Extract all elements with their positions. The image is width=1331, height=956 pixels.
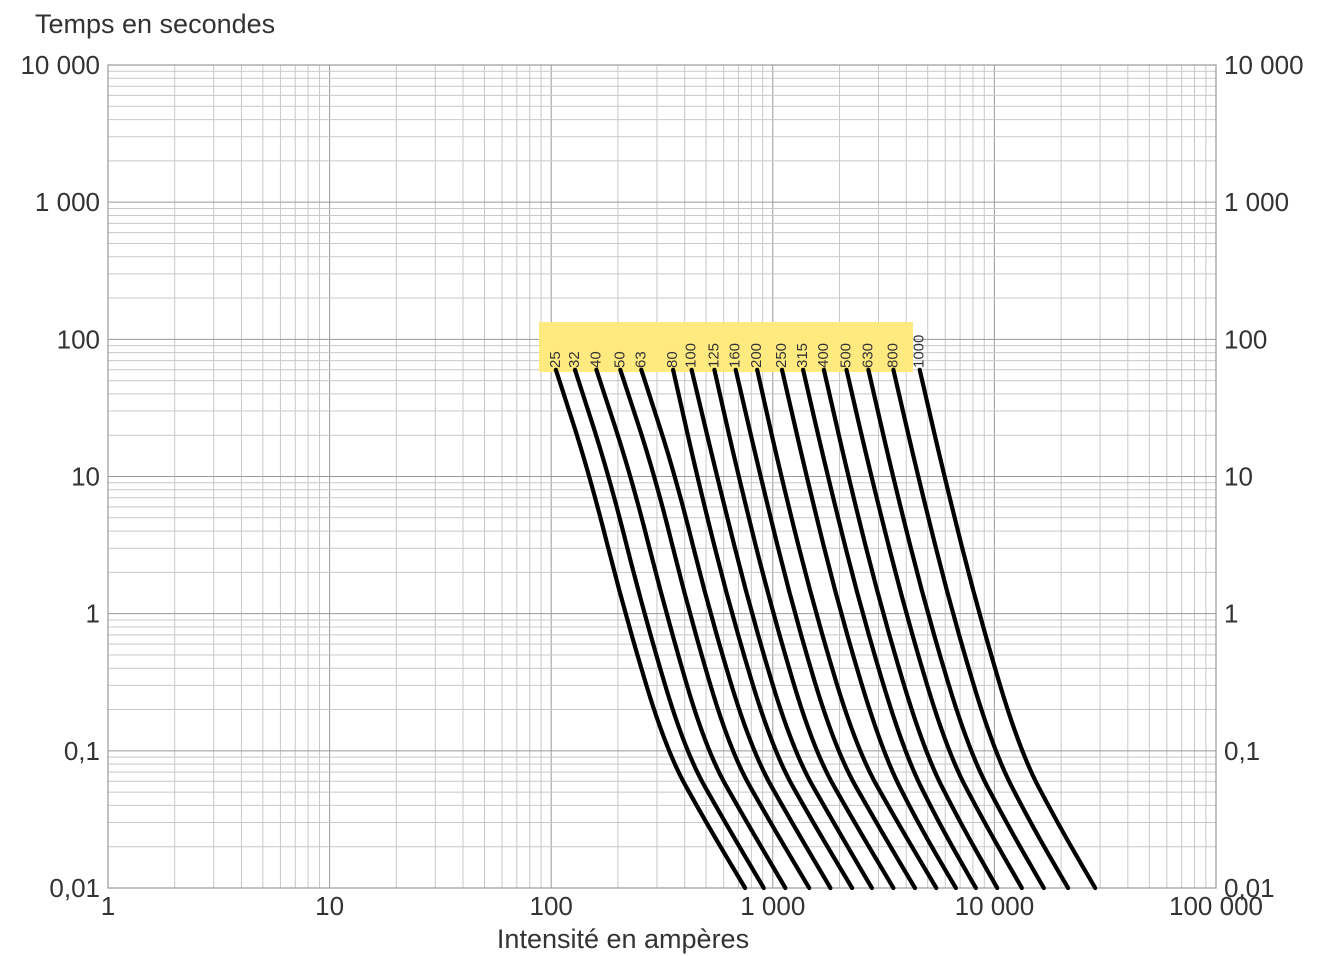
fuse-curve-200 [755, 367, 939, 891]
rating-label-250: 250 [773, 343, 790, 368]
y-tick-label-right: 100 [1224, 324, 1267, 354]
rating-label-500: 500 [838, 343, 855, 368]
fuse-curve-1000 [917, 367, 1098, 891]
fuse-curve-100 [689, 367, 874, 891]
fuse-curve-500 [844, 367, 1024, 891]
y-tick-label-left: 100 [57, 324, 100, 354]
fuse-curve-50 [618, 367, 812, 891]
y-tick-label-left: 0,01 [49, 873, 100, 903]
rating-label-80: 80 [664, 351, 681, 368]
y-tick-label-left: 1 [86, 599, 100, 629]
y-tick-label-right: 0,01 [1224, 873, 1275, 903]
rating-label-400: 400 [815, 343, 832, 368]
rating-label-100: 100 [683, 343, 700, 368]
rating-label-200: 200 [748, 343, 765, 368]
y-axis-title: Temps en secondes [35, 9, 275, 39]
x-tick-label: 100 [530, 891, 573, 921]
fuse-curve-80 [671, 367, 855, 891]
x-tick-label: 100 000 [1169, 891, 1263, 921]
gridlines [107, 64, 1217, 889]
rating-label-40: 40 [587, 351, 604, 368]
x-tick-label: 10 [315, 891, 344, 921]
rating-label-32: 32 [566, 351, 583, 368]
fuse-curve-125 [712, 367, 896, 891]
x-tick-label: 1 000 [740, 891, 805, 921]
fuse-curve-63 [639, 367, 833, 891]
rating-label-160: 160 [727, 343, 744, 368]
rating-label-50: 50 [611, 351, 628, 368]
fuse-curve-315 [801, 367, 978, 891]
rating-legend-box [539, 322, 913, 372]
rating-label-25: 25 [547, 351, 564, 368]
y-tick-label-left: 10 [71, 462, 100, 492]
fuse-curve-25 [553, 367, 748, 891]
y-tick-label-left: 1 000 [35, 187, 100, 217]
fuse-curve-400 [821, 367, 1000, 891]
y-tick-label-right: 1 [1224, 599, 1238, 629]
rating-labels: 25 32 40 50 63 80 100 125 160 200 250 315 400 500 630 8… [547, 335, 928, 368]
y-tick-label-right: 10 [1224, 462, 1253, 492]
x-tick-label: 10 000 [955, 891, 1035, 921]
x-tick-label: 1 [101, 891, 115, 921]
fuse-curve-40 [594, 367, 788, 891]
y-tick-label-right: 1 000 [1224, 187, 1289, 217]
x-axis-title: Intensité en ampères [497, 924, 749, 954]
fuse-curve-800 [891, 367, 1071, 891]
rating-label-63: 63 [632, 351, 649, 368]
fuse-curve-160 [733, 367, 918, 891]
fuse-curve-250 [779, 367, 958, 891]
rating-label-315: 315 [794, 343, 811, 368]
plot-frame [107, 64, 1217, 889]
rating-label-125: 125 [705, 343, 722, 368]
y-tick-label-left: 0,1 [64, 736, 100, 766]
rating-label-800: 800 [884, 343, 901, 368]
rating-label-1000: 1000 [911, 335, 928, 368]
fuse-curve-630 [866, 367, 1046, 891]
rating-label-630: 630 [859, 343, 876, 368]
y-tick-label-right: 0,1 [1224, 736, 1260, 766]
fuse-curve-32 [572, 367, 766, 891]
y-tick-label-left: 10 000 [20, 50, 100, 80]
fuse-curves [553, 367, 1098, 891]
y-tick-label-right: 10 000 [1224, 50, 1304, 80]
tick-labels: 10 000 10 000 1 000 1 000 100 100 10 10 1 1 0,1 0,1… [20, 50, 1303, 921]
